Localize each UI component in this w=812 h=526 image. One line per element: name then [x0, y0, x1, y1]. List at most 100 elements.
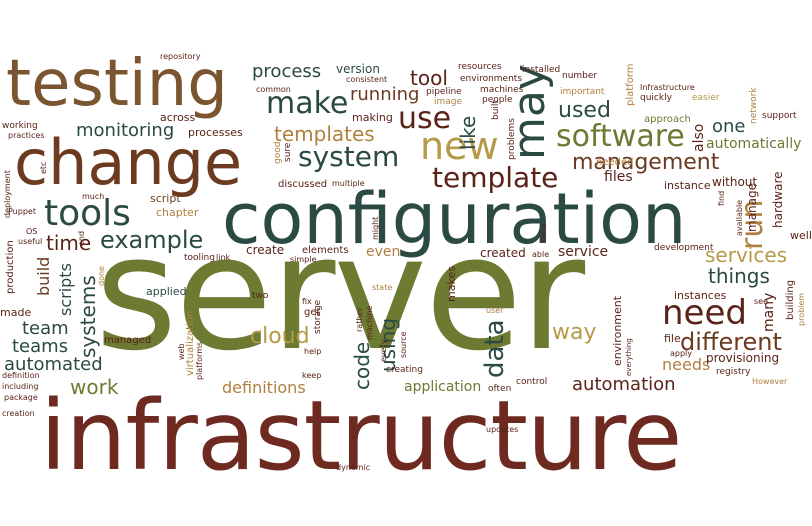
word-control: control	[516, 377, 548, 387]
word-network: network	[749, 87, 759, 124]
word-apply: apply	[670, 349, 693, 358]
word-fix: fix	[302, 297, 312, 306]
word-environment: environment	[611, 295, 624, 366]
word-like: like	[456, 115, 480, 150]
word-instances: instances	[674, 289, 727, 302]
word-applied: applied	[146, 285, 187, 298]
word-repository: repository	[160, 52, 201, 61]
word-including: including	[2, 382, 39, 391]
word-built: built	[491, 100, 501, 120]
word-needs: needs	[662, 355, 711, 374]
word-testing: testing	[6, 47, 228, 121]
word-environments: environments	[460, 74, 523, 84]
word-cloud: cloud	[250, 324, 310, 349]
word-file: file	[664, 332, 681, 345]
word-quickly: quickly	[640, 93, 672, 103]
word-people: people	[482, 95, 513, 105]
word-version: version	[336, 62, 380, 76]
word-code: code	[350, 341, 374, 390]
word-every: every	[379, 339, 388, 362]
word-creation: creation	[2, 409, 35, 418]
word-two: two	[252, 291, 269, 301]
word-hardware: hardware	[771, 171, 785, 228]
word-manage: manage	[745, 182, 759, 232]
word-easier: easier	[692, 93, 720, 103]
word-build: build	[34, 256, 53, 296]
word-simple: simple	[290, 255, 317, 264]
word-end: end	[77, 230, 86, 246]
word-support: support	[762, 111, 797, 121]
word-tooling: tooling	[184, 253, 215, 263]
word-os: OS	[26, 227, 38, 236]
word-working: working	[2, 121, 38, 131]
word-management: management	[572, 150, 720, 175]
word-even: even	[366, 244, 401, 260]
word-available: available	[735, 199, 744, 236]
word-systems: systems	[76, 275, 100, 358]
word-software: software	[556, 119, 685, 154]
word-resources: resources	[458, 62, 502, 72]
word-teams: teams	[12, 336, 69, 357]
word-need: need	[662, 293, 747, 333]
word-processes: processes	[188, 126, 243, 139]
word-instance: instance	[664, 179, 711, 192]
word-source: source	[399, 331, 408, 358]
word-common: common	[256, 85, 291, 94]
word-across: across	[160, 111, 196, 124]
word-often: often	[488, 384, 512, 394]
word-link: link	[216, 253, 231, 262]
word-rather: rather	[355, 307, 364, 332]
word-tool: tool	[410, 66, 448, 90]
word-creating: creating	[386, 365, 423, 375]
word-done: done	[97, 266, 106, 286]
word-development: development	[654, 243, 714, 253]
word-however: However	[752, 377, 788, 386]
word-different: different	[680, 328, 782, 356]
word-get: get	[304, 307, 321, 318]
word-managed: managed	[104, 335, 152, 346]
word-chapter: chapter	[156, 206, 199, 219]
word-needed: needed	[596, 157, 634, 168]
word-makes: makes	[445, 266, 458, 302]
word-automatically: automatically	[706, 136, 802, 152]
word-much: much	[82, 192, 105, 201]
word-without: without	[712, 175, 758, 189]
word-infrastructure-small: Infrastructure	[640, 83, 695, 92]
word-platform: platform	[625, 63, 636, 107]
word-team: team	[22, 318, 69, 339]
word-system: system	[298, 140, 400, 173]
word-use: use	[398, 101, 452, 136]
word-multiple: multiple	[332, 179, 365, 188]
word-number: number	[562, 71, 598, 81]
word-production: production	[5, 240, 16, 294]
word-automated: automated	[4, 354, 103, 375]
word-templates: templates	[274, 122, 375, 146]
word-see: see	[754, 297, 769, 306]
word-scripts: scripts	[56, 263, 75, 316]
word-things: things	[708, 264, 770, 288]
word-configuration: configuration	[222, 178, 687, 260]
word-definition: definition	[2, 371, 40, 380]
word-find: find	[717, 190, 726, 206]
word-keep: keep	[302, 371, 322, 380]
word-tend: tend	[539, 223, 548, 242]
word-services: services	[705, 243, 788, 267]
word-package: package	[4, 393, 38, 402]
word-platforms: platforms	[195, 341, 204, 380]
word-making: making	[352, 111, 393, 124]
word-dynamic: dynamic	[336, 463, 371, 472]
word-tools: tools	[44, 193, 131, 234]
word-running: running	[350, 84, 420, 105]
word-machine: machine	[365, 305, 374, 340]
word-server: server	[95, 202, 585, 386]
word-make: make	[266, 86, 349, 121]
word-definitions: definitions	[222, 378, 306, 397]
word-approach: approach	[644, 114, 691, 125]
word-help: help	[304, 347, 322, 356]
word-problem: problem	[797, 292, 806, 326]
word-discussed: discussed	[278, 179, 328, 190]
word-problems: problems	[507, 118, 517, 160]
word-pipeline: pipeline	[426, 87, 462, 97]
word-example: example	[100, 226, 204, 254]
